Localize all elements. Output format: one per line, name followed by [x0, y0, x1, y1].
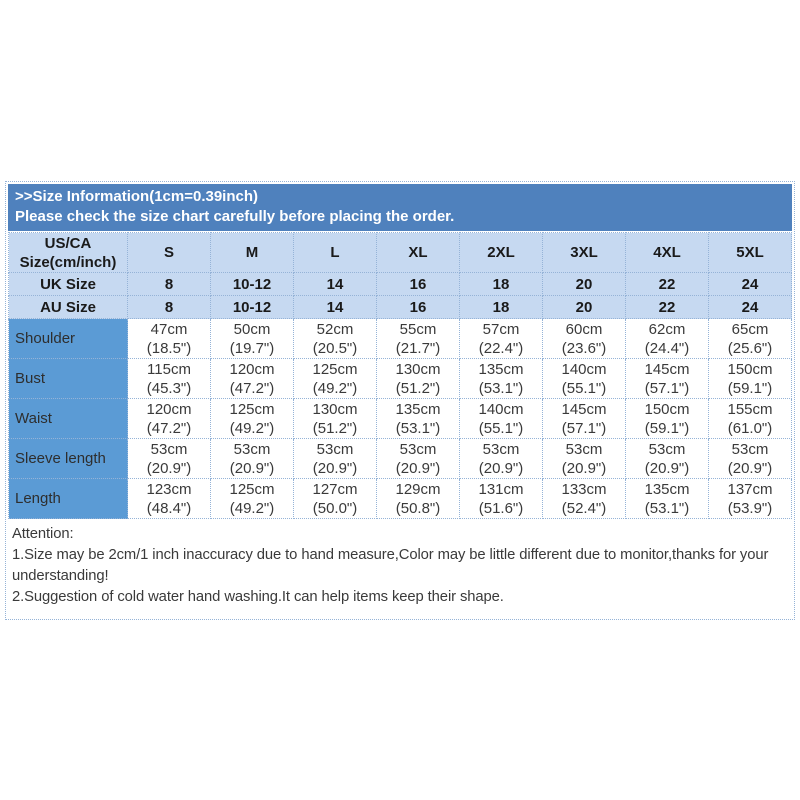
measurement-label: Sleeve length — [8, 438, 128, 479]
measurement-cell: 135cm (53.1") — [625, 478, 709, 519]
measurement-cell: 53cm (20.9") — [459, 438, 543, 479]
measurement-label: Bust — [8, 358, 128, 399]
measurement-cell: 120cm (47.2") — [127, 398, 211, 439]
size-col-header-4xl: 4XL — [625, 232, 709, 273]
measurement-cell: 115cm (45.3") — [127, 358, 211, 399]
measurement-cell: 127cm (50.0") — [293, 478, 377, 519]
au-size-label: AU Size — [8, 295, 128, 319]
uk-size-label: UK Size — [8, 272, 128, 296]
measurement-label: Length — [8, 478, 128, 519]
uk-size-cell: 22 — [625, 272, 709, 296]
measurement-cell: 52cm (20.5") — [293, 318, 377, 359]
size-col-header-2xl: 2XL — [459, 232, 543, 273]
measurement-row-bust: Bust 115cm (45.3") 120cm (47.2") 125cm (… — [8, 358, 792, 399]
size-col-header-s: S — [127, 232, 211, 273]
size-col-header-5xl: 5XL — [708, 232, 792, 273]
measurement-cell: 50cm (19.7") — [210, 318, 294, 359]
measurement-cell: 53cm (20.9") — [293, 438, 377, 479]
measurement-cell: 53cm (20.9") — [210, 438, 294, 479]
measurement-label: Waist — [8, 398, 128, 439]
au-size-cell: 8 — [127, 295, 211, 319]
measurement-cell: 133cm (52.4") — [542, 478, 626, 519]
measurement-row-waist: Waist 120cm (47.2") 125cm (49.2") 130cm … — [8, 398, 792, 439]
measurement-cell: 125cm (49.2") — [293, 358, 377, 399]
measurement-cell: 150cm (59.1") — [625, 398, 709, 439]
measurement-cell: 135cm (53.1") — [376, 398, 460, 439]
au-size-row: AU Size 8 10-12 14 16 18 20 22 24 — [8, 295, 792, 319]
measurement-cell: 53cm (20.9") — [542, 438, 626, 479]
size-header-row: US/CA Size(cm/inch) S M L XL 2XL 3XL 4XL… — [8, 232, 792, 273]
measurement-cell: 130cm (51.2") — [376, 358, 460, 399]
measurement-cell: 125cm (49.2") — [210, 398, 294, 439]
measurement-cell: 123cm (48.4") — [127, 478, 211, 519]
measurement-cell: 140cm (55.1") — [542, 358, 626, 399]
uk-size-cell: 24 — [708, 272, 792, 296]
measurement-row-shoulder: Shoulder 47cm (18.5") 50cm (19.7") 52cm … — [8, 318, 792, 359]
measurement-cell: 125cm (49.2") — [210, 478, 294, 519]
measurement-cell: 53cm (20.9") — [376, 438, 460, 479]
measurement-cell: 53cm (20.9") — [708, 438, 792, 479]
uk-size-cell: 16 — [376, 272, 460, 296]
measurement-cell: 60cm (23.6") — [542, 318, 626, 359]
measurement-cell: 140cm (55.1") — [459, 398, 543, 439]
au-size-cell: 16 — [376, 295, 460, 319]
au-size-cell: 10-12 — [210, 295, 294, 319]
measurement-cell: 137cm (53.9") — [708, 478, 792, 519]
uk-size-cell: 8 — [127, 272, 211, 296]
size-col-header-m: M — [210, 232, 294, 273]
measurement-cell: 57cm (22.4") — [459, 318, 543, 359]
measurement-cell: 130cm (51.2") — [293, 398, 377, 439]
size-col-header-3xl: 3XL — [542, 232, 626, 273]
measurement-cell: 53cm (20.9") — [127, 438, 211, 479]
size-col-header-l: L — [293, 232, 377, 273]
measurement-cell: 53cm (20.9") — [625, 438, 709, 479]
measurement-cell: 47cm (18.5") — [127, 318, 211, 359]
size-table: US/CA Size(cm/inch) S M L XL 2XL 3XL 4XL… — [8, 232, 792, 519]
title-band: >>Size Information(1cm=0.39inch) Please … — [8, 184, 792, 231]
measurement-cell: 62cm (24.4") — [625, 318, 709, 359]
size-col-header-xl: XL — [376, 232, 460, 273]
measurement-cell: 145cm (57.1") — [625, 358, 709, 399]
measurement-cell: 145cm (57.1") — [542, 398, 626, 439]
size-chart-panel: >>Size Information(1cm=0.39inch) Please … — [5, 181, 795, 620]
uk-size-row: UK Size 8 10-12 14 16 18 20 22 24 — [8, 272, 792, 296]
measurement-cell: 120cm (47.2") — [210, 358, 294, 399]
title-band-line2: Please check the size chart carefully be… — [15, 208, 455, 225]
attention-line1: 1.Size may be 2cm/1 inch inaccuracy due … — [12, 547, 769, 584]
measurement-row-length: Length 123cm (48.4") 125cm (49.2") 127cm… — [8, 478, 792, 519]
au-size-cell: 20 — [542, 295, 626, 319]
measurement-cell: 150cm (59.1") — [708, 358, 792, 399]
corner-header: US/CA Size(cm/inch) — [8, 232, 128, 273]
attention-heading: Attention: — [12, 526, 74, 542]
au-size-cell: 18 — [459, 295, 543, 319]
au-size-cell: 22 — [625, 295, 709, 319]
au-size-cell: 24 — [708, 295, 792, 319]
uk-size-cell: 20 — [542, 272, 626, 296]
uk-size-cell: 10-12 — [210, 272, 294, 296]
measurement-cell: 131cm (51.6") — [459, 478, 543, 519]
measurement-label: Shoulder — [8, 318, 128, 359]
measurement-cell: 55cm (21.7") — [376, 318, 460, 359]
uk-size-cell: 18 — [459, 272, 543, 296]
attention-line2: 2.Suggestion of cold water hand washing.… — [12, 589, 504, 605]
measurement-cell: 135cm (53.1") — [459, 358, 543, 399]
attention-note: Attention: 1.Size may be 2cm/1 inch inac… — [6, 519, 794, 619]
measurement-cell: 129cm (50.8") — [376, 478, 460, 519]
measurement-row-sleeve-length: Sleeve length 53cm (20.9") 53cm (20.9") … — [8, 438, 792, 479]
measurement-cell: 155cm (61.0") — [708, 398, 792, 439]
title-band-line1: >>Size Information(1cm=0.39inch) — [15, 188, 258, 205]
uk-size-cell: 14 — [293, 272, 377, 296]
au-size-cell: 14 — [293, 295, 377, 319]
measurement-cell: 65cm (25.6") — [708, 318, 792, 359]
